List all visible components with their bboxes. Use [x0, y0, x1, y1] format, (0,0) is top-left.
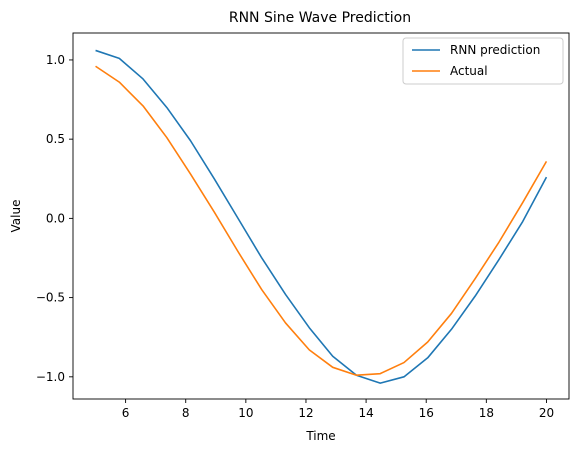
x-tick-label: 16 [419, 406, 434, 420]
series-line-actual [95, 65, 548, 377]
y-axis-label: Value [9, 200, 23, 233]
chart-title: RNN Sine Wave Prediction [229, 10, 411, 26]
x-tick-label: 12 [298, 406, 313, 420]
x-axis: 6 8 10 12 14 16 18 20 [122, 399, 554, 420]
x-tick-label: 18 [479, 406, 494, 420]
legend-label-actual: Actual [450, 64, 488, 78]
y-tick-label: −0.5 [36, 291, 65, 305]
series-line-rnn-prediction [95, 49, 548, 384]
y-axis: −1.0 −0.5 0.0 0.5 1.0 [36, 53, 73, 384]
x-axis-label: Time [305, 429, 335, 443]
plot-area [95, 49, 548, 384]
legend: RNN prediction Actual [402, 37, 564, 85]
y-tick-label: −1.0 [36, 370, 65, 384]
y-tick-label: 1.0 [46, 53, 65, 67]
y-tick-label: 0.5 [46, 132, 65, 146]
legend-box [402, 37, 564, 85]
x-tick-label: 14 [358, 406, 373, 420]
axes-frame [72, 32, 570, 400]
legend-label-rnn-prediction: RNN prediction [450, 43, 540, 57]
x-tick-label: 6 [122, 406, 130, 420]
x-tick-label: 20 [539, 406, 554, 420]
x-tick-label: 8 [182, 406, 190, 420]
x-tick-label: 10 [238, 406, 253, 420]
y-tick-label: 0.0 [46, 211, 65, 225]
